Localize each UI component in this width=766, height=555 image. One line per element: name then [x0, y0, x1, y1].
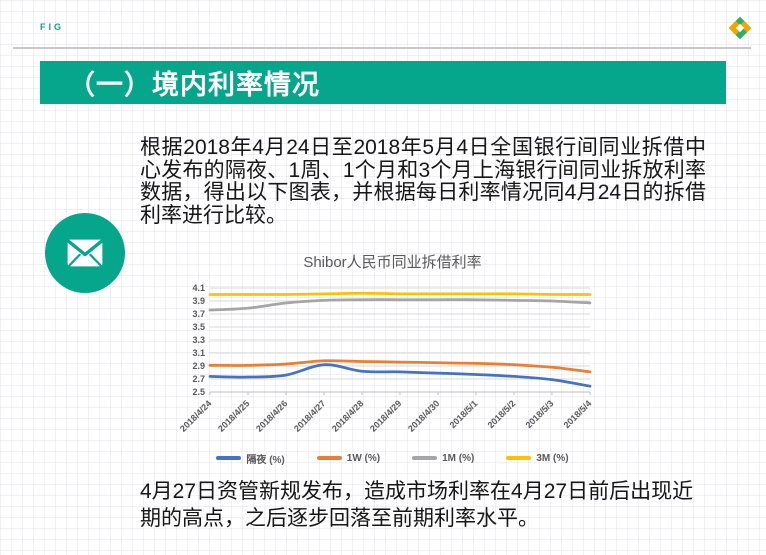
shibor-chart: Shibor人民币同业拆借利率 2.5 2.7 2.9 3.1 3.3 3.5 3.7 3.9…	[180, 250, 605, 466]
series-line-1	[208, 359, 592, 374]
x-axis-label: 2018/4/30	[406, 398, 441, 433]
legend-item-3: 3M (%)	[506, 452, 569, 464]
conclusion-paragraph: 4月27日资管新规发布，造成市场利率在4月27日前后出现近期的高点，之后逐步回落…	[140, 480, 694, 530]
section-title: （一）境内利率情况	[68, 70, 320, 100]
y-axis-label: 3.5	[192, 322, 205, 332]
x-axis-label: 2018/4/29	[368, 398, 403, 433]
fig-watermark: FIG	[40, 22, 64, 32]
envelope-badge	[45, 213, 125, 293]
legend-label: 隔夜 (%)	[246, 454, 285, 466]
x-axis-label: 2018/5/2	[486, 398, 518, 430]
y-axis-label: 3.7	[192, 309, 205, 319]
x-axis-label: 2018/4/26	[254, 398, 289, 433]
y-axis-label: 3.1	[192, 348, 205, 358]
x-axis-label: 2018/5/3	[524, 398, 556, 430]
y-axis-label: 2.7	[192, 374, 205, 384]
series-line-2	[208, 298, 592, 312]
legend-label: 3M (%)	[536, 452, 569, 464]
legend-item-0: 隔夜 (%)	[216, 451, 285, 466]
legend-label: 1W (%)	[346, 452, 381, 464]
chart-legend: 隔夜 (%) 1W (%) 1M (%) 3M (%)	[180, 450, 605, 466]
x-axis-label: 2018/5/4	[562, 398, 594, 430]
chart-title: Shibor人民币同业拆借利率	[303, 254, 482, 271]
series-line-0	[208, 363, 592, 388]
series-line-3	[208, 291, 592, 296]
y-axis-label: 3.3	[192, 335, 205, 345]
y-axis-label: 2.9	[192, 361, 205, 371]
y-axis-label: 2.5	[192, 387, 205, 397]
legend-item-1: 1W (%)	[316, 452, 381, 464]
legend-swatch-icon	[412, 455, 438, 461]
legend-swatch-icon	[216, 455, 242, 461]
section-header: （一）境内利率情况	[40, 61, 726, 104]
legend-item-2: 1M (%)	[412, 453, 474, 464]
x-axis-label: 2018/4/24	[180, 398, 213, 433]
y-axis-label: 4.1	[192, 283, 205, 293]
legend-label: 1M (%)	[442, 452, 475, 464]
top-divider	[13, 47, 751, 49]
x-axis-label: 2018/4/25	[216, 398, 251, 433]
pinwheel-logo-icon	[728, 16, 752, 40]
x-axis-label: 2018/4/28	[330, 398, 365, 433]
x-axis-label: 2018/5/1	[448, 398, 480, 430]
legend-swatch-icon	[316, 455, 342, 461]
envelope-icon	[66, 239, 104, 267]
y-axis-label: 3.9	[192, 296, 205, 306]
intro-paragraph: 根据2018年4月24日至2018年5月4日全国银行间同业拆借中心发布的隔夜、1…	[140, 136, 706, 227]
x-axis-label: 2018/4/27	[292, 398, 327, 433]
legend-swatch-icon	[506, 455, 532, 461]
